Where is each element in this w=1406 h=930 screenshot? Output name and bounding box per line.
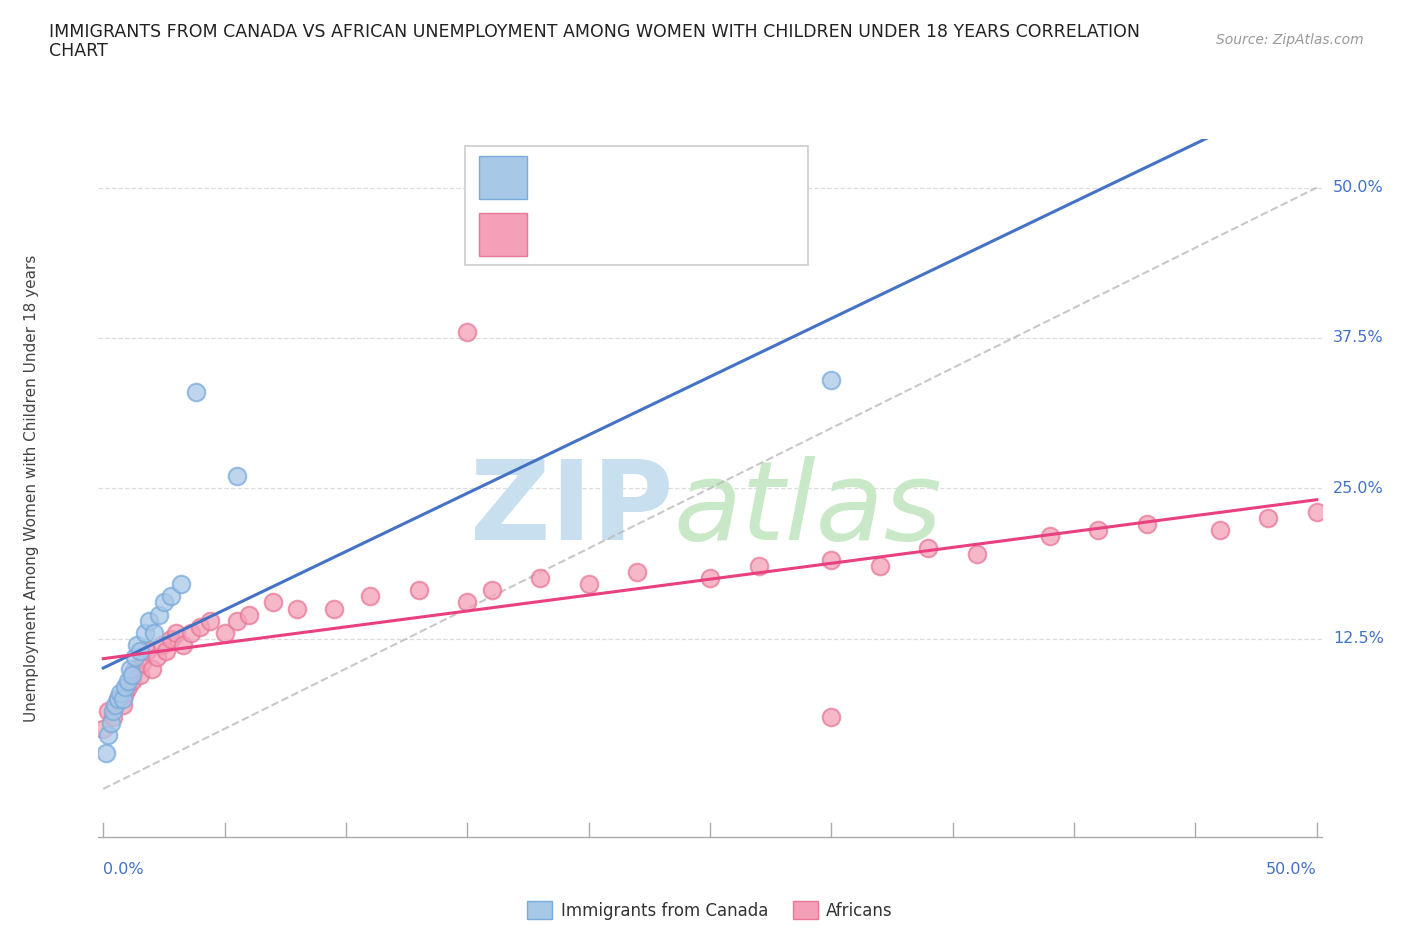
Point <box>184 385 207 400</box>
Text: 37.5%: 37.5% <box>1333 330 1384 345</box>
Point <box>966 547 988 562</box>
Text: 50.0%: 50.0% <box>1333 180 1384 195</box>
Point <box>117 679 139 694</box>
Point <box>134 625 156 640</box>
Point <box>143 625 166 640</box>
Point <box>100 715 122 730</box>
Text: atlas: atlas <box>673 456 942 563</box>
Point <box>111 691 134 706</box>
Point <box>118 661 141 676</box>
Point <box>225 613 247 628</box>
Point <box>131 656 153 671</box>
Text: 25.0%: 25.0% <box>1333 481 1384 496</box>
Point <box>359 589 381 604</box>
Point <box>481 583 503 598</box>
Point <box>529 571 551 586</box>
Point <box>820 373 842 388</box>
Text: ZIP: ZIP <box>470 456 673 563</box>
Point <box>820 553 842 568</box>
Point <box>1208 523 1232 538</box>
Point <box>225 469 247 484</box>
Text: Unemployment Among Women with Children Under 18 years: Unemployment Among Women with Children U… <box>24 255 38 722</box>
Point <box>121 667 143 682</box>
Point <box>262 595 284 610</box>
Point <box>91 722 114 737</box>
Point <box>1257 511 1279 525</box>
Point <box>456 595 478 610</box>
Point <box>155 644 177 658</box>
Text: 12.5%: 12.5% <box>1333 631 1384 646</box>
Point <box>101 710 124 724</box>
Point <box>869 559 891 574</box>
Point <box>150 637 173 652</box>
Point <box>145 649 167 664</box>
Text: IMMIGRANTS FROM CANADA VS AFRICAN UNEMPLOYMENT AMONG WOMEN WITH CHILDREN UNDER 1: IMMIGRANTS FROM CANADA VS AFRICAN UNEMPL… <box>49 23 1140 41</box>
Point <box>141 661 163 676</box>
Point <box>408 583 430 598</box>
Point <box>138 613 160 628</box>
Point <box>160 631 183 646</box>
Text: 50.0%: 50.0% <box>1265 862 1317 877</box>
Point <box>124 649 146 664</box>
Point <box>107 691 129 706</box>
Point <box>117 673 139 688</box>
Point <box>107 691 129 706</box>
Point <box>160 589 183 604</box>
Point <box>94 745 117 760</box>
Point <box>101 703 124 718</box>
Point <box>114 679 136 694</box>
Point <box>128 644 150 658</box>
Point <box>110 685 132 700</box>
Point <box>1087 523 1109 538</box>
Point <box>153 595 176 610</box>
Point <box>287 601 309 616</box>
Point <box>456 325 478 339</box>
Point <box>111 698 134 712</box>
Point <box>626 565 648 580</box>
Legend: Immigrants from Canada, Africans: Immigrants from Canada, Africans <box>520 895 900 926</box>
Point <box>1136 517 1159 532</box>
Point <box>172 637 194 652</box>
Text: Source: ZipAtlas.com: Source: ZipAtlas.com <box>1216 33 1364 46</box>
Point <box>820 710 842 724</box>
Point <box>322 601 344 616</box>
Point <box>148 607 170 622</box>
Point <box>180 625 202 640</box>
Point <box>104 698 127 712</box>
Point <box>170 577 193 591</box>
Point <box>128 667 150 682</box>
Point <box>214 625 236 640</box>
Point <box>188 619 212 634</box>
Point <box>198 613 221 628</box>
Point <box>917 541 939 556</box>
Point <box>748 559 770 574</box>
Point <box>578 577 600 591</box>
Point <box>136 644 159 658</box>
Point <box>1306 505 1329 520</box>
Point <box>127 637 149 652</box>
Text: CHART: CHART <box>49 42 108 60</box>
Point <box>97 703 120 718</box>
Text: 0.0%: 0.0% <box>103 862 143 877</box>
Point <box>124 661 146 676</box>
Point <box>114 685 136 700</box>
Point <box>1039 529 1062 544</box>
Point <box>165 625 187 640</box>
Point <box>121 673 143 688</box>
Point <box>238 607 260 622</box>
Point <box>699 571 721 586</box>
Point <box>97 727 120 742</box>
